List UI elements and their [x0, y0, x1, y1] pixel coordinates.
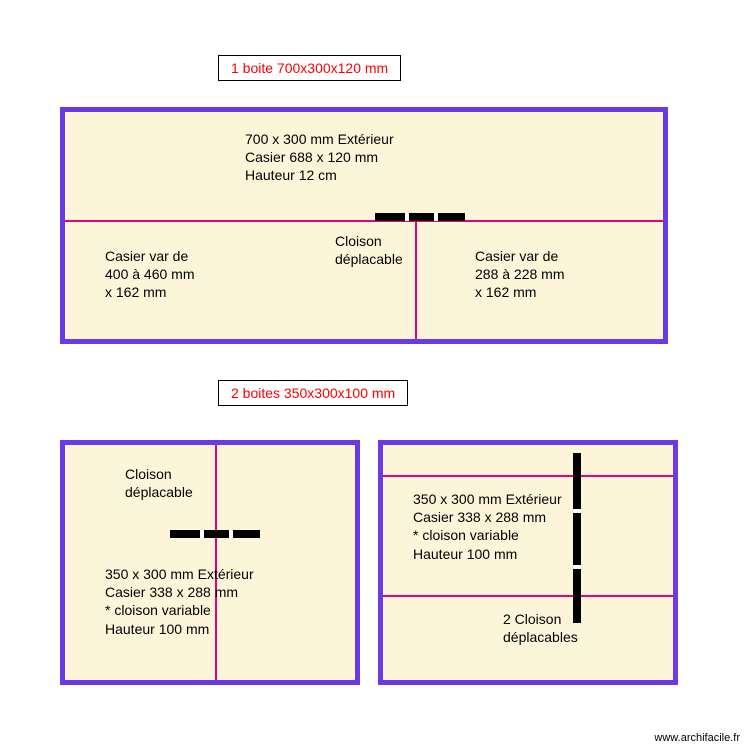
box3-slider[interactable]	[573, 453, 581, 623]
box3-h-divider-bottom	[383, 595, 673, 597]
title-box-2: 2 boites 350x300x100 mm	[218, 380, 408, 406]
box2-slider[interactable]	[170, 530, 260, 538]
box1-text-top: 700 x 300 mm Extérieur Casier 688 x 120 …	[245, 130, 394, 185]
footer-url: www.archifacile.fr	[654, 732, 740, 744]
box1-slider[interactable]	[375, 213, 465, 221]
box-1: 700 x 300 mm Extérieur Casier 688 x 120 …	[60, 107, 668, 344]
box2-text-top: Cloison déplacable	[125, 465, 193, 501]
box1-v-divider	[415, 222, 417, 339]
box3-h-divider-top	[383, 475, 673, 477]
box-3: 350 x 300 mm Extérieur Casier 338 x 288 …	[378, 440, 678, 685]
box3-text-top: 350 x 300 mm Extérieur Casier 338 x 288 …	[413, 490, 562, 563]
box-2: Cloison déplacable 350 x 300 mm Extérieu…	[60, 440, 360, 685]
box1-text-left: Casier var de 400 à 460 mm x 162 mm	[105, 247, 195, 302]
box1-text-mid: Cloison déplacable	[335, 232, 403, 268]
box2-text-bottom: 350 x 300 mm Extérieur Casier 338 x 288 …	[105, 565, 254, 638]
title-box-1: 1 boite 700x300x120 mm	[218, 55, 401, 81]
box2-v-divider	[215, 445, 217, 680]
box1-text-right: Casier var de 288 à 228 mm x 162 mm	[475, 247, 565, 302]
box1-h-divider	[65, 220, 663, 222]
box3-text-bottom: 2 Cloison déplacables	[503, 610, 578, 646]
